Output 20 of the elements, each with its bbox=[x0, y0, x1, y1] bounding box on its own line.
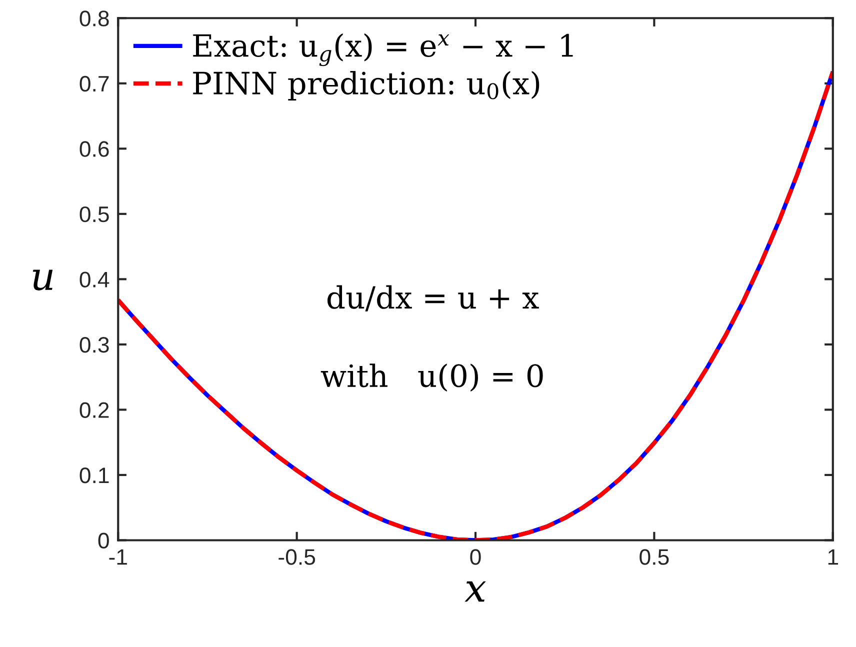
y-tick-label: 0.4 bbox=[80, 272, 110, 288]
x-tick-label: 1 bbox=[828, 549, 838, 565]
y-tick-label: 0.6 bbox=[80, 141, 109, 157]
x-tick-label: -1 bbox=[109, 549, 127, 565]
x-tick-label: -0.5 bbox=[278, 549, 316, 565]
y-tick-label: 0.8 bbox=[80, 10, 109, 26]
x-tick-label: 0 bbox=[470, 549, 481, 565]
y-tick-label: 0.2 bbox=[80, 402, 109, 418]
y-axis-title: u bbox=[32, 270, 53, 290]
y-tick-label: 0 bbox=[98, 532, 109, 549]
annotation: with u(0) = 0 bbox=[320, 364, 543, 392]
legend-label: Exact: u$_{g}$(x) = e$^{x}$ − x − 1 bbox=[193, 33, 573, 66]
y-tick-label: 0.5 bbox=[80, 206, 109, 222]
y-tick-label: 0.1 bbox=[80, 468, 109, 484]
annotation: du/dx = u + x bbox=[328, 285, 539, 312]
y-tick-label: 0.7 bbox=[80, 76, 109, 92]
x-tick-label: 0.5 bbox=[640, 549, 669, 565]
x-axis-title: x bbox=[464, 581, 486, 602]
y-tick-label: 0.3 bbox=[80, 336, 109, 353]
legend-label: PINN prediction: u$_{0}$(x) bbox=[193, 70, 540, 101]
